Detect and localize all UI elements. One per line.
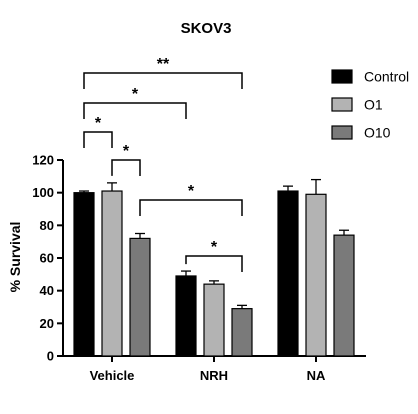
significance-label: *	[132, 86, 139, 103]
chart-title: SKOV3	[181, 20, 232, 37]
bar	[129, 237, 151, 357]
x-axis: Vehicle NRH NA	[63, 355, 366, 383]
bar	[73, 192, 95, 357]
bar	[101, 190, 123, 357]
significance-brackets: *******	[83, 56, 243, 272]
y-tick-label: 60	[40, 251, 54, 266]
significance-label: *	[123, 143, 130, 160]
legend-label: O10	[364, 125, 391, 141]
legend-swatch	[331, 69, 353, 84]
significance-label: *	[95, 115, 102, 132]
legend-label: Control	[364, 69, 409, 85]
bar	[305, 193, 327, 357]
x-tick-label: NA	[307, 368, 326, 383]
y-tick-label: 20	[40, 316, 54, 331]
bar	[203, 283, 225, 357]
legend-swatch	[331, 125, 353, 140]
significance-bracket	[111, 159, 141, 176]
significance-bracket	[139, 199, 243, 216]
significance-bracket	[185, 255, 243, 272]
bars	[73, 178, 355, 357]
significance-label: **	[157, 56, 170, 73]
legend: Control O1 O10	[331, 69, 409, 141]
bar	[175, 275, 197, 357]
significance-label: *	[188, 183, 195, 200]
bar	[333, 234, 355, 357]
y-tick-label: 0	[47, 349, 54, 364]
legend-swatch	[331, 97, 353, 112]
significance-bracket	[83, 72, 243, 89]
y-tick-label: 120	[32, 153, 54, 168]
significance-bracket	[83, 102, 187, 119]
y-axis-label: % Survival	[7, 222, 23, 293]
bar	[231, 308, 253, 357]
bar	[277, 190, 299, 357]
y-tick-label: 80	[40, 218, 54, 233]
legend-label: O1	[364, 97, 383, 113]
significance-bracket	[83, 131, 113, 148]
y-axis: 0 20 40 60 80 100 120	[32, 153, 64, 364]
significance-label: *	[211, 239, 218, 256]
y-tick-label: 40	[40, 283, 54, 298]
y-tick-label: 100	[32, 185, 54, 200]
x-tick-label: Vehicle	[90, 368, 135, 383]
x-tick-label: NRH	[200, 368, 228, 383]
